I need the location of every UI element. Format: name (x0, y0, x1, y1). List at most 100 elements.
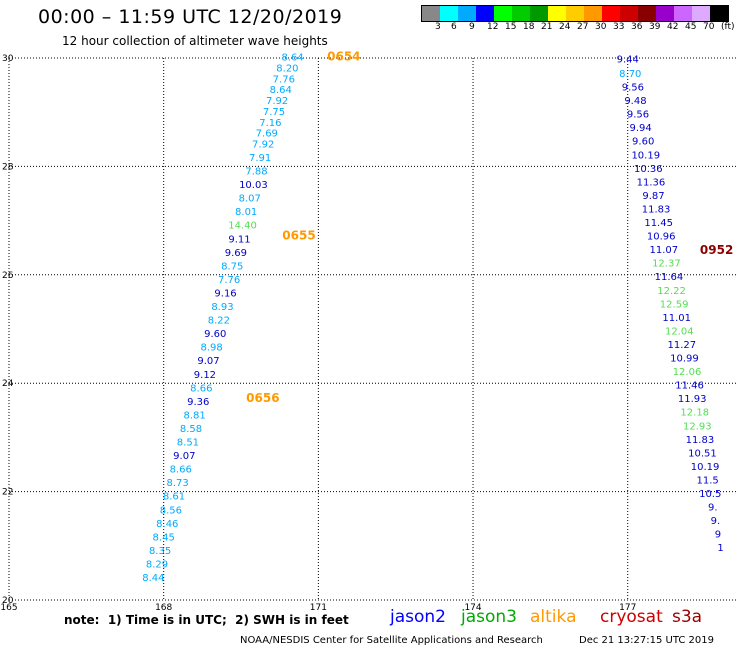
color-swatch (458, 6, 476, 21)
wave-height-value: 9 (715, 530, 721, 541)
wave-height-value: 11.64 (655, 272, 684, 283)
color-swatch (476, 6, 494, 21)
wave-height-value: 8.66 (190, 383, 212, 394)
y-tick-label: 24 (2, 379, 14, 389)
wave-height-value: 8.98 (200, 343, 222, 354)
wave-height-value: 9.56 (627, 110, 649, 121)
wave-height-value: 7.75 (263, 107, 285, 118)
color-swatch (602, 6, 620, 21)
wave-height-value: 10.03 (239, 180, 268, 191)
wave-height-value: 7.91 (249, 153, 271, 164)
wave-height-value: 12.37 (652, 259, 681, 270)
wave-height-value: 10.96 (647, 232, 676, 243)
time-label: 0952 (700, 243, 733, 257)
wave-height-value: 7.92 (266, 96, 288, 107)
wave-height-value: 1 (717, 543, 723, 554)
wave-height-value: 10.36 (634, 164, 663, 175)
x-tick-label: 168 (155, 603, 172, 613)
color-swatch (548, 6, 566, 21)
color-scale-label: 18 (523, 22, 535, 32)
wave-height-value: 7.76 (218, 275, 240, 286)
y-tick-label: 22 (2, 488, 13, 498)
legend-jason2: jason2 (390, 607, 446, 627)
wave-height-value: 8.44 (142, 573, 164, 584)
wave-height-value: 8.75 (221, 261, 243, 272)
wave-height-value: 9.87 (642, 191, 664, 202)
color-swatch (656, 6, 674, 21)
y-tick-label: 26 (2, 271, 14, 281)
wave-height-value: 11.5 (697, 475, 719, 486)
wave-height-value: 9.11 (228, 234, 250, 245)
wave-height-value: 10.19 (691, 462, 720, 473)
legend-jason3: jason3 (461, 607, 517, 627)
x-tick-label: 177 (619, 603, 636, 613)
color-scale-label: 15 (505, 22, 517, 32)
legend-cryosat: cryosat (600, 607, 663, 627)
wave-height-value: 12.93 (683, 421, 712, 432)
color-swatch (584, 6, 602, 21)
wave-height-value: 11.07 (649, 245, 678, 256)
wave-height-value: 8.66 (170, 465, 192, 476)
legend-altika: altika (530, 607, 577, 627)
wave-height-value: 8.20 (276, 64, 298, 75)
wave-height-value: 8.07 (239, 194, 261, 205)
wave-height-value: 9.69 (225, 248, 247, 259)
wave-height-value: 8.64 (270, 85, 292, 96)
x-tick-label: 174 (464, 603, 481, 613)
wave-height-value: 12.06 (673, 367, 702, 378)
color-scale-label: 9 (469, 22, 475, 32)
color-swatch (422, 6, 440, 21)
wave-height-value: 8.22 (208, 316, 230, 327)
wave-height-value: 8.73 (166, 478, 188, 489)
wave-height-value: 9.44 (617, 54, 639, 65)
wave-height-value: 8.51 (177, 438, 199, 449)
wave-height-value: 7.92 (252, 139, 274, 150)
wave-height-value: 9.16 (214, 288, 236, 299)
color-swatch (566, 6, 584, 21)
wave-height-value: 11.27 (668, 340, 697, 351)
wave-height-value: 12.22 (657, 286, 686, 297)
color-scale-label: 24 (559, 22, 571, 32)
wave-height-value: 9.48 (624, 96, 646, 107)
wave-height-value: 12.18 (680, 408, 709, 419)
color-swatch (674, 6, 692, 21)
wave-height-value: 7.69 (256, 129, 278, 140)
color-scale-labels: 3 6 9 12 15 18 21 24 27 30 33 36 39 42 45 70 (ft) (421, 22, 740, 34)
wave-height-value: 8.58 (180, 424, 202, 435)
color-scale-label: 33 (613, 22, 625, 32)
wave-height-value: 8.64 (281, 53, 303, 64)
color-scale-label: 27 (577, 22, 589, 32)
wave-height-value: 11.83 (686, 435, 715, 446)
chart-subtitle: 12 hour collection of altimeter wave hei… (62, 34, 328, 48)
color-swatch (512, 6, 530, 21)
credit-line: NOAA/NESDIS Center for Satellite Applica… (240, 635, 543, 646)
wave-height-value: 11.45 (644, 218, 673, 229)
color-scale-label: (ft) (721, 22, 735, 32)
wave-height-value: 8.81 (183, 410, 205, 421)
wave-height-value: 10.51 (688, 448, 717, 459)
wave-height-value: 8.93 (211, 302, 233, 313)
wave-height-value: 9.07 (173, 451, 195, 462)
wave-height-value: 9.60 (632, 137, 654, 148)
wave-height-value: 8.01 (235, 207, 257, 218)
wave-height-value: 9.56 (622, 83, 644, 94)
color-scale-label: 12 (487, 22, 499, 32)
x-tick-label: 171 (310, 603, 327, 613)
wave-height-value: 8.61 (163, 492, 185, 503)
legend-s3a: s3a (672, 607, 703, 627)
color-scale-label: 42 (667, 22, 679, 32)
wave-height-value: 7.16 (259, 118, 281, 129)
time-label: 0654 (327, 50, 360, 64)
color-scale-label: 6 (451, 22, 457, 32)
color-swatch (692, 6, 710, 21)
wave-height-value: 9.36 (187, 397, 209, 408)
wave-height-value: 10.99 (670, 354, 699, 365)
color-swatch (638, 6, 656, 21)
color-swatch (620, 6, 638, 21)
wave-height-value: 8.56 (160, 505, 182, 516)
wave-height-value: 9. (708, 503, 718, 514)
color-scale-bar (421, 5, 729, 22)
wave-height-value: 10.19 (631, 150, 660, 161)
wave-height-value: 9.07 (197, 356, 219, 367)
y-tick-label: 28 (2, 162, 14, 172)
